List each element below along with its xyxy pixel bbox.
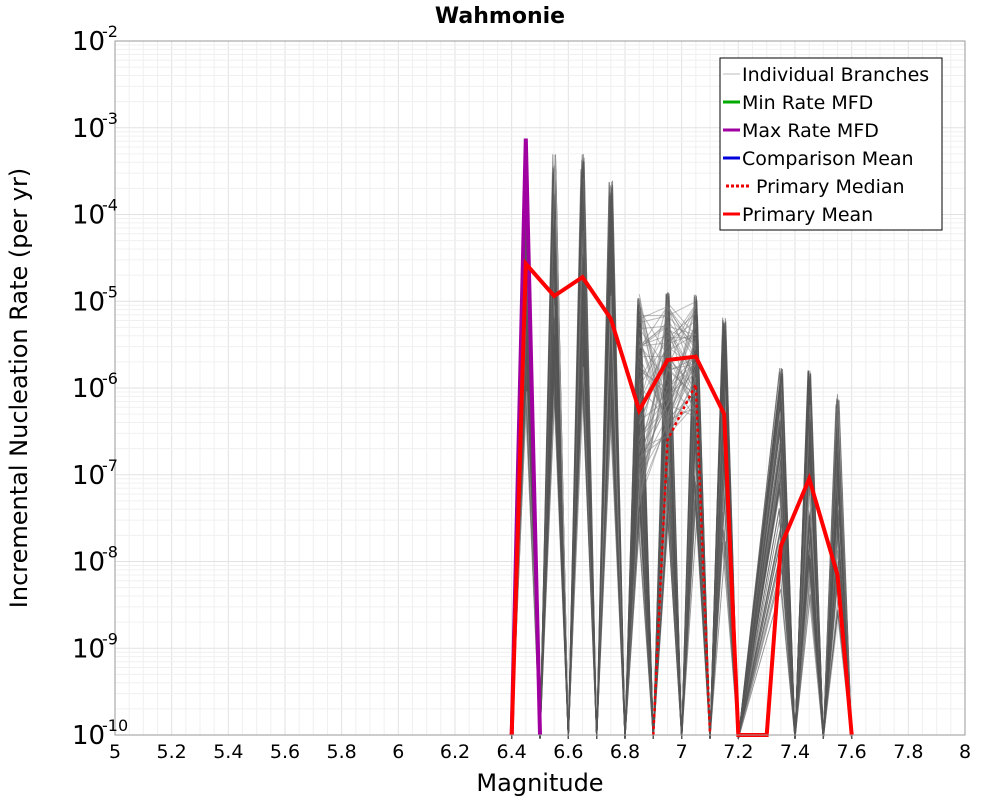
y-axis-label: Incremental Nucleation Rate (per yr) [5, 168, 33, 608]
branch-line [638, 349, 697, 425]
branch-line [639, 314, 697, 347]
branch-line [638, 304, 697, 403]
y-tick-exponent: -10 [102, 716, 128, 735]
y-tick-exponent: -5 [102, 282, 118, 301]
y-tick-exponent: -4 [102, 196, 118, 215]
branch-line [638, 333, 696, 412]
x-tick-label: 7.4 [780, 741, 810, 763]
y-tick-label: 10 [72, 374, 105, 404]
x-tick-label: 5.6 [270, 741, 300, 763]
legend-label: Min Rate MFD [742, 92, 873, 114]
branch-line [511, 198, 853, 740]
branch-line [638, 313, 697, 434]
x-tick-label: 6 [392, 741, 404, 763]
x-axis-label: Magnitude [476, 769, 603, 797]
legend-label: Comparison Mean [742, 148, 914, 170]
x-tick-label: 6.6 [553, 741, 583, 763]
series-primary-median [652, 379, 712, 736]
branch-line [638, 306, 697, 505]
branch-line [638, 321, 697, 398]
x-tick-label: 7.6 [837, 741, 867, 763]
y-tick-exponent: -6 [102, 369, 118, 388]
branch-line [638, 406, 697, 502]
y-tick-label: 10 [72, 114, 105, 144]
x-tick-label: 7 [676, 741, 688, 763]
y-tick-label: 10 [72, 461, 105, 491]
y-tick-label: 10 [72, 548, 105, 578]
grid [114, 41, 966, 736]
chart-title: Wahmonie [435, 4, 565, 29]
branch-line [638, 305, 697, 345]
branch-line [638, 328, 697, 382]
y-tick-exponent: -9 [102, 629, 118, 648]
legend-label: Primary Median [756, 176, 905, 198]
legend-label: Individual Branches [742, 64, 929, 86]
y-tick-label: 10 [72, 27, 105, 57]
branch-line [638, 354, 697, 477]
x-tick-label: 5.8 [327, 741, 357, 763]
y-tick-label: 10 [72, 634, 105, 664]
x-tick-label: 5.2 [157, 741, 187, 763]
branch-line [639, 325, 697, 420]
x-tick-label: 6.2 [440, 741, 470, 763]
legend: Individual Branches Min Rate MFD Max Rate … [719, 57, 943, 231]
branch-line [638, 302, 697, 418]
branch-line [638, 338, 697, 436]
x-tick-label: 5.4 [213, 741, 243, 763]
branch-line [638, 329, 697, 507]
y-tick-exponent: -8 [102, 543, 118, 562]
x-tick-label: 7.2 [723, 741, 753, 763]
y-tick-exponent: -7 [102, 456, 118, 475]
branch-line [638, 368, 697, 462]
x-tick-labels: 5 5.2 5.4 5.6 5.8 6 6.2 6.4 6.6 6.8 7 7.2 7.4 7.6 7.8 8 [109, 741, 971, 763]
series-lines [509, 138, 854, 737]
branch-line [511, 180, 853, 740]
branch-line [638, 324, 697, 380]
x-tick-label: 5 [109, 741, 121, 763]
y-tick-label: 10 [72, 721, 105, 751]
plot-border [114, 40, 966, 736]
x-tick-label: 6.8 [610, 741, 640, 763]
legend-box [719, 57, 943, 231]
series-primary-mean [509, 258, 854, 737]
legend-label: Max Rate MFD [742, 120, 879, 142]
y-tick-label: 10 [72, 287, 105, 317]
x-tick-label: 8 [959, 741, 971, 763]
y-tick-label: 10 [72, 201, 105, 231]
y-tick-exponent: -2 [102, 22, 118, 41]
branch-line [638, 336, 696, 470]
legend-label: Primary Mean [742, 204, 873, 226]
x-tick-label: 6.4 [497, 741, 527, 763]
y-tick-exponent: -3 [102, 109, 118, 128]
branch-line [638, 361, 697, 422]
x-tick-label: 7.8 [893, 741, 923, 763]
